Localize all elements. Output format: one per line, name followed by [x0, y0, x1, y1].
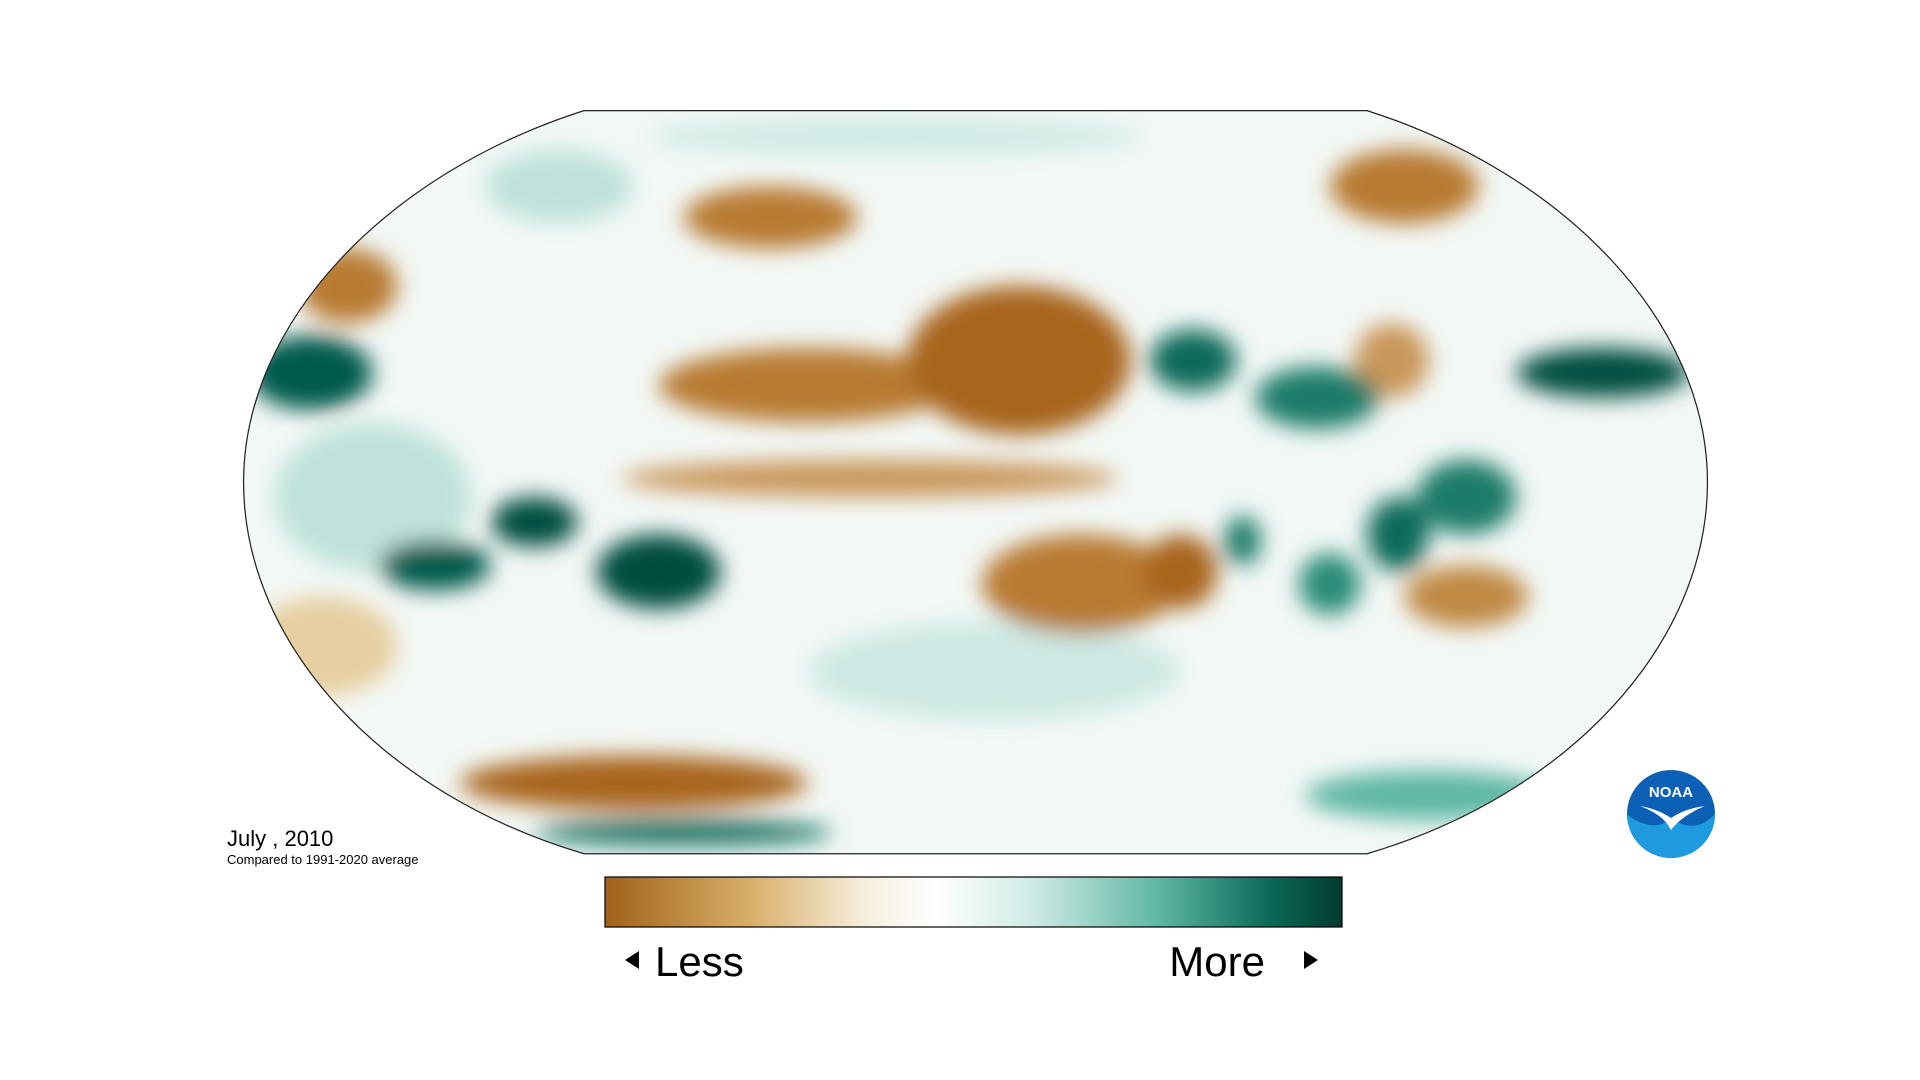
map: [242, 109, 1709, 855]
map-subtitle: Compared to 1991-2020 average: [227, 852, 419, 867]
logo-bird: [1640, 806, 1705, 830]
color-scale: [604, 876, 1343, 928]
anomaly-blotches: [248, 118, 1691, 846]
more-arrow: [1304, 951, 1318, 969]
legend-high: More: [1169, 938, 1265, 985]
legend-low: Less: [655, 938, 744, 985]
map-outline: [242, 109, 1709, 855]
noaa-logo: NOAA: [1627, 770, 1715, 858]
less-arrow: [625, 951, 639, 969]
logo-text: NOAA: [1649, 784, 1693, 801]
map-date: July , 2010: [227, 826, 333, 851]
anomaly-field: [243, 110, 1708, 854]
logo-wave: [1627, 814, 1715, 858]
